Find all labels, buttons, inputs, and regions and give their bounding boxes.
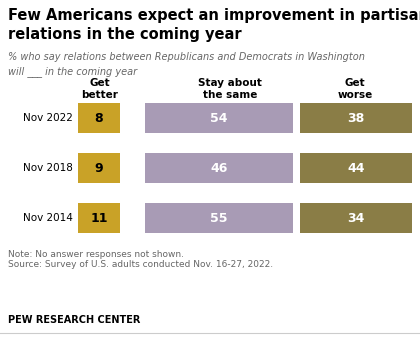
Text: Source: Survey of U.S. adults conducted Nov. 16-27, 2022.: Source: Survey of U.S. adults conducted … <box>8 260 273 269</box>
Text: Get
worse: Get worse <box>337 78 373 100</box>
Text: Nov 2022: Nov 2022 <box>23 113 73 123</box>
Bar <box>145 103 293 133</box>
Text: 44: 44 <box>347 162 365 175</box>
Text: Stay about
the same: Stay about the same <box>198 78 262 100</box>
Bar <box>78 103 120 133</box>
Text: Get
better: Get better <box>81 78 118 100</box>
Bar <box>145 153 293 183</box>
Text: % who say relations between Republicans and Democrats in Washington
will ___ in : % who say relations between Republicans … <box>8 52 365 76</box>
Bar <box>78 203 120 233</box>
Bar <box>145 203 293 233</box>
Text: 46: 46 <box>210 162 228 175</box>
Text: 38: 38 <box>347 111 365 125</box>
Text: Nov 2018: Nov 2018 <box>23 163 73 173</box>
Text: 34: 34 <box>347 212 365 225</box>
Text: Nov 2014: Nov 2014 <box>23 213 73 223</box>
Text: 9: 9 <box>94 162 103 175</box>
Bar <box>300 153 412 183</box>
Text: 55: 55 <box>210 212 228 225</box>
Text: Few Americans expect an improvement in partisan
relations in the coming year: Few Americans expect an improvement in p… <box>8 8 420 42</box>
Text: 54: 54 <box>210 111 228 125</box>
Bar <box>300 203 412 233</box>
Text: Note: No answer responses not shown.: Note: No answer responses not shown. <box>8 250 184 259</box>
Bar <box>300 103 412 133</box>
Bar <box>78 153 120 183</box>
Text: 11: 11 <box>90 212 108 225</box>
Text: PEW RESEARCH CENTER: PEW RESEARCH CENTER <box>8 315 140 325</box>
Text: 8: 8 <box>94 111 103 125</box>
